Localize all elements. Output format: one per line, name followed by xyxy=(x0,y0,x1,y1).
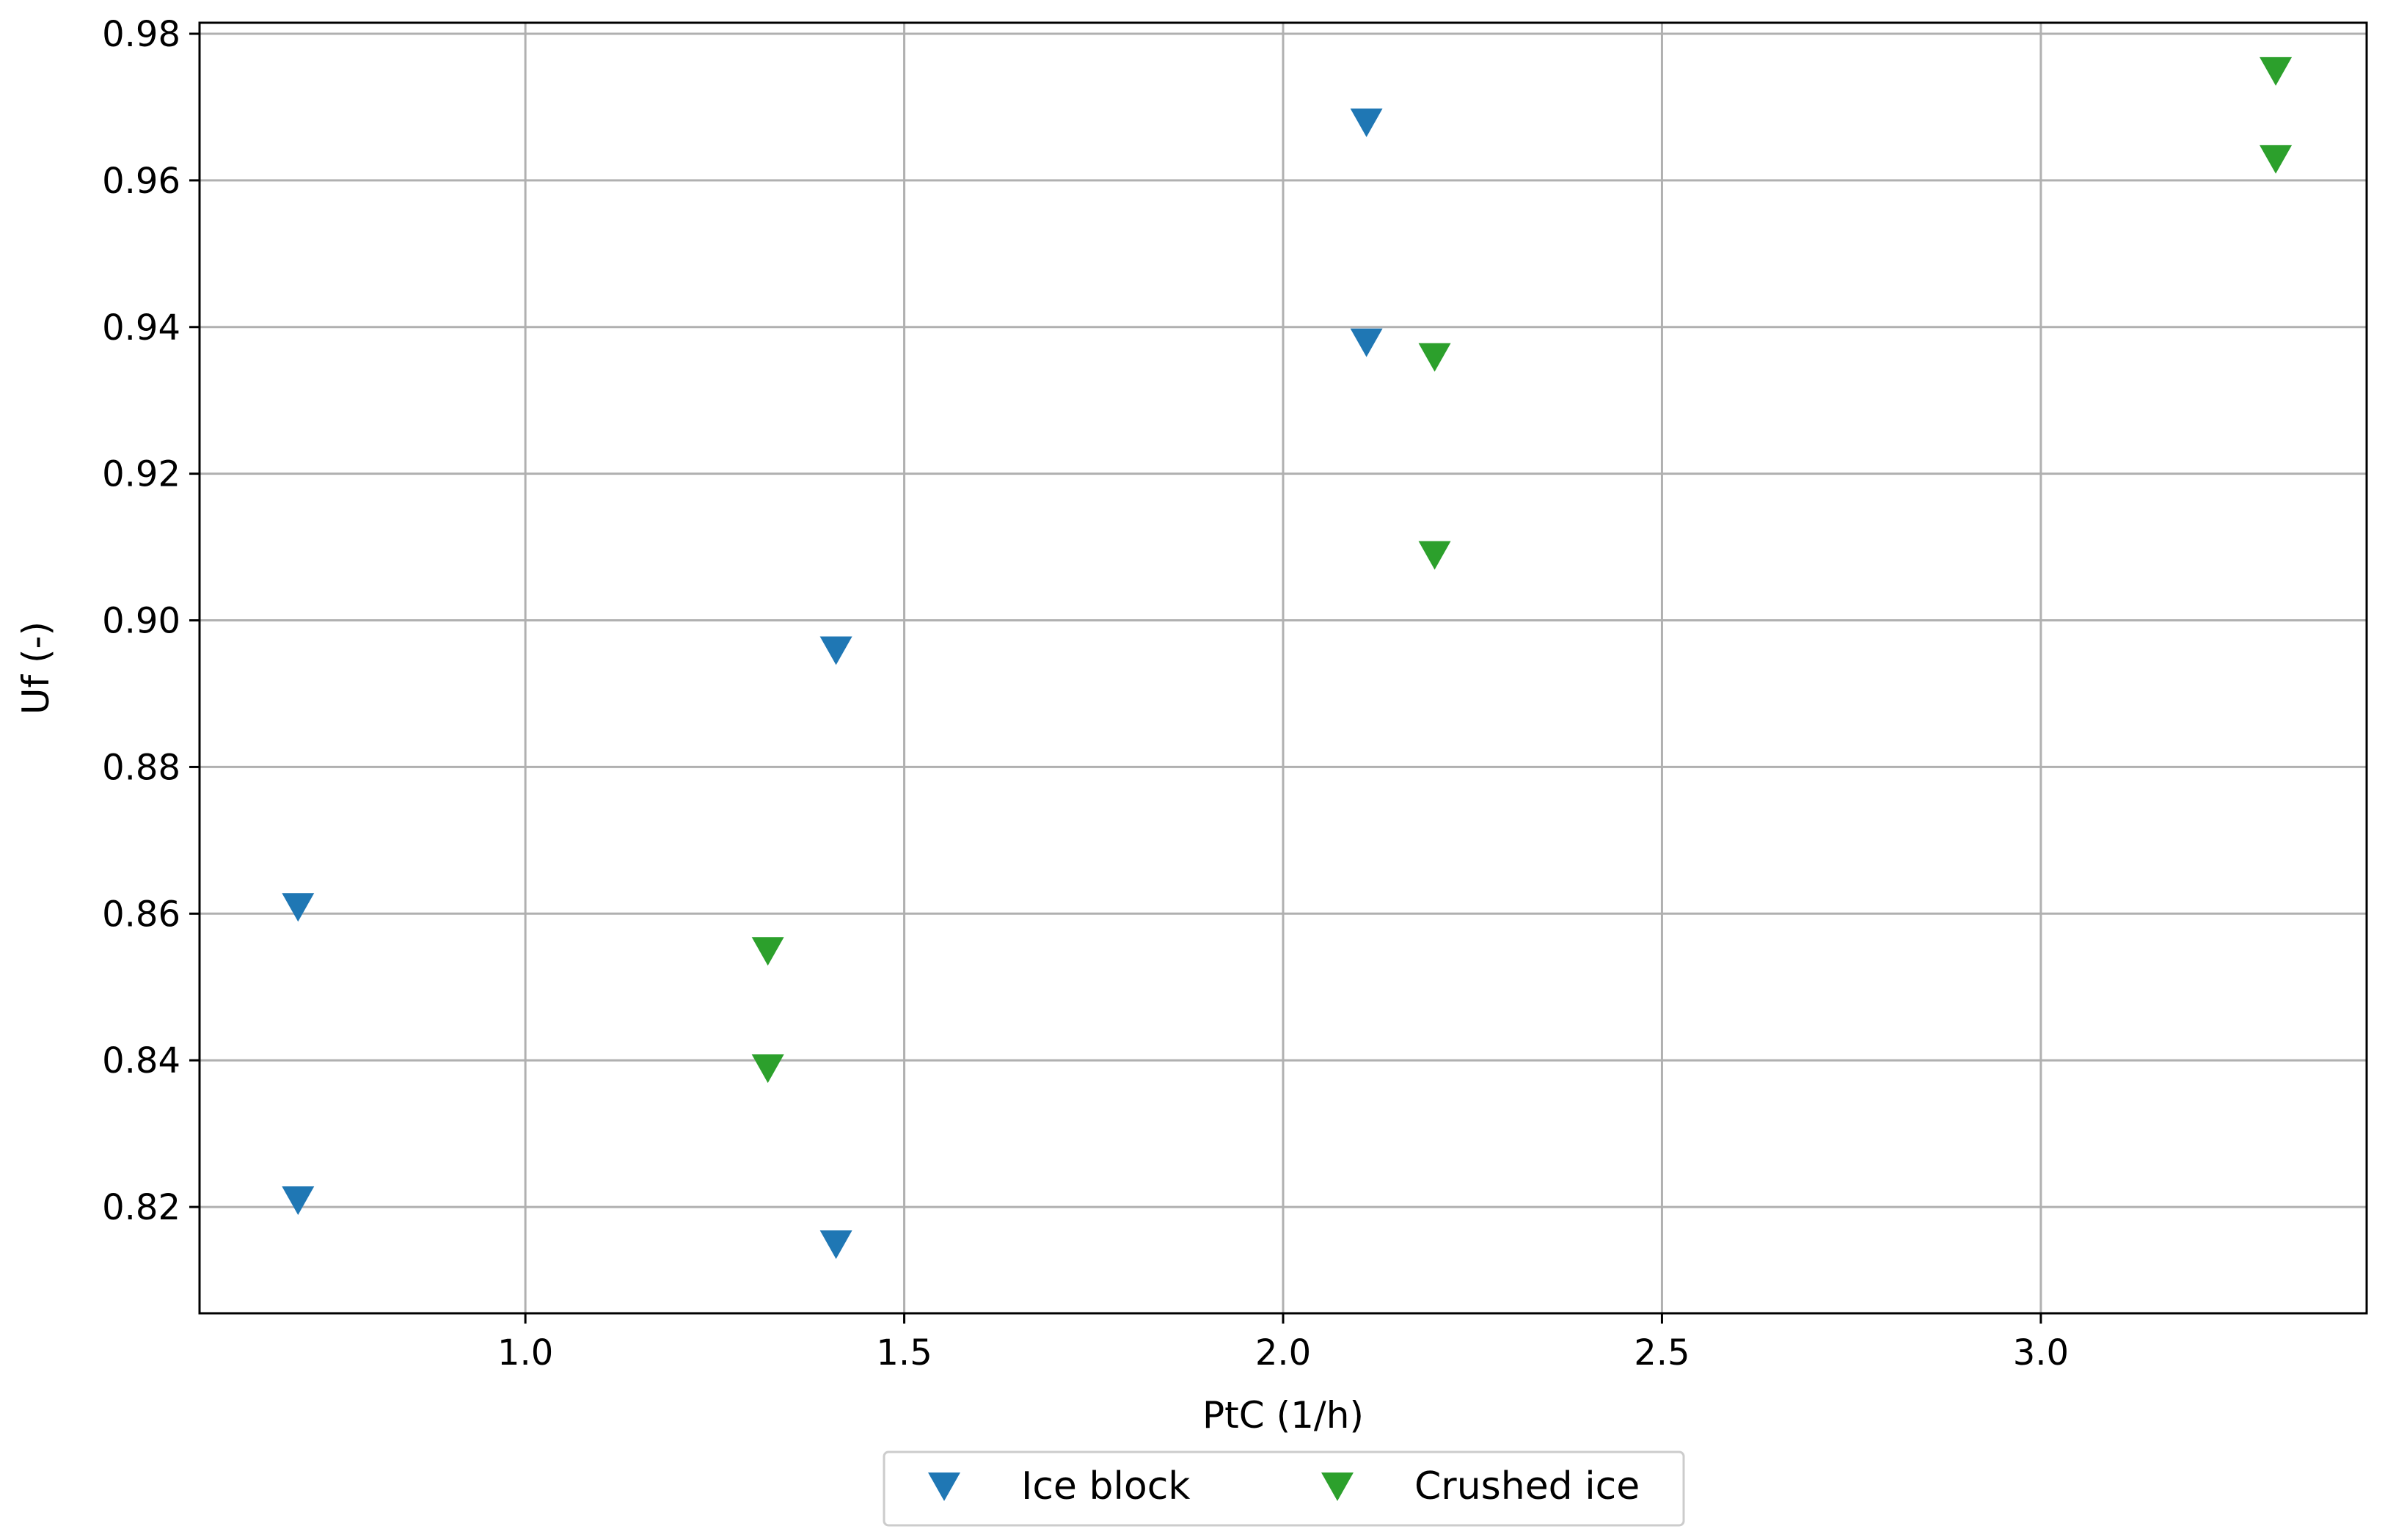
axis-ticks: 1.0 1.5 2.0 2.5 3.0 0.82 0.84 0.86 0.88 0.90 0.92 0… xyxy=(102,14,2069,1373)
y-tick-label: 0.90 xyxy=(102,601,180,642)
data-point-ice-block xyxy=(819,636,852,665)
data-point-crushed-ice xyxy=(2260,56,2293,86)
data-point-ice-block xyxy=(282,893,315,922)
y-tick-label: 0.92 xyxy=(102,454,180,495)
grid-lines xyxy=(200,23,2367,1313)
y-tick-label: 0.86 xyxy=(102,894,180,935)
data-point-ice-block xyxy=(1350,108,1383,137)
y-tick-label: 0.82 xyxy=(102,1187,180,1228)
legend-label-ice-block: Ice block xyxy=(1021,1464,1190,1508)
legend-label-crushed-ice: Crushed ice xyxy=(1414,1464,1640,1508)
data-point-crushed-ice xyxy=(1418,343,1451,372)
y-tick-label: 0.84 xyxy=(102,1040,180,1081)
legend: Ice block Crushed ice xyxy=(883,1450,1685,1527)
legend-marker-crushed-ice xyxy=(1321,1472,1354,1501)
plot-frame xyxy=(198,21,2368,1315)
data-points xyxy=(282,56,2293,1259)
data-point-ice-block xyxy=(819,1230,852,1259)
legend-box xyxy=(883,1450,1685,1527)
x-axis-label: PtC (1/h) xyxy=(1202,1394,1364,1437)
x-tick-label: 2.5 xyxy=(1634,1332,1690,1373)
y-axis-label: Uf (-) xyxy=(15,621,57,715)
data-point-crushed-ice xyxy=(1418,541,1451,570)
legend-marker-ice-block xyxy=(928,1472,960,1501)
data-point-ice-block xyxy=(282,1186,315,1215)
x-tick-label: 1.5 xyxy=(876,1332,932,1373)
y-tick-label: 0.98 xyxy=(102,14,180,55)
data-point-crushed-ice xyxy=(2260,145,2293,174)
data-point-crushed-ice xyxy=(751,937,784,966)
x-tick-label: 2.0 xyxy=(1255,1332,1311,1373)
data-point-crushed-ice xyxy=(751,1054,784,1084)
y-tick-label: 0.94 xyxy=(102,307,180,348)
data-point-ice-block xyxy=(1350,328,1383,357)
y-tick-label: 0.88 xyxy=(102,747,180,788)
x-tick-label: 3.0 xyxy=(2013,1332,2069,1373)
y-tick-label: 0.96 xyxy=(102,161,180,202)
x-tick-label: 1.0 xyxy=(497,1332,553,1373)
